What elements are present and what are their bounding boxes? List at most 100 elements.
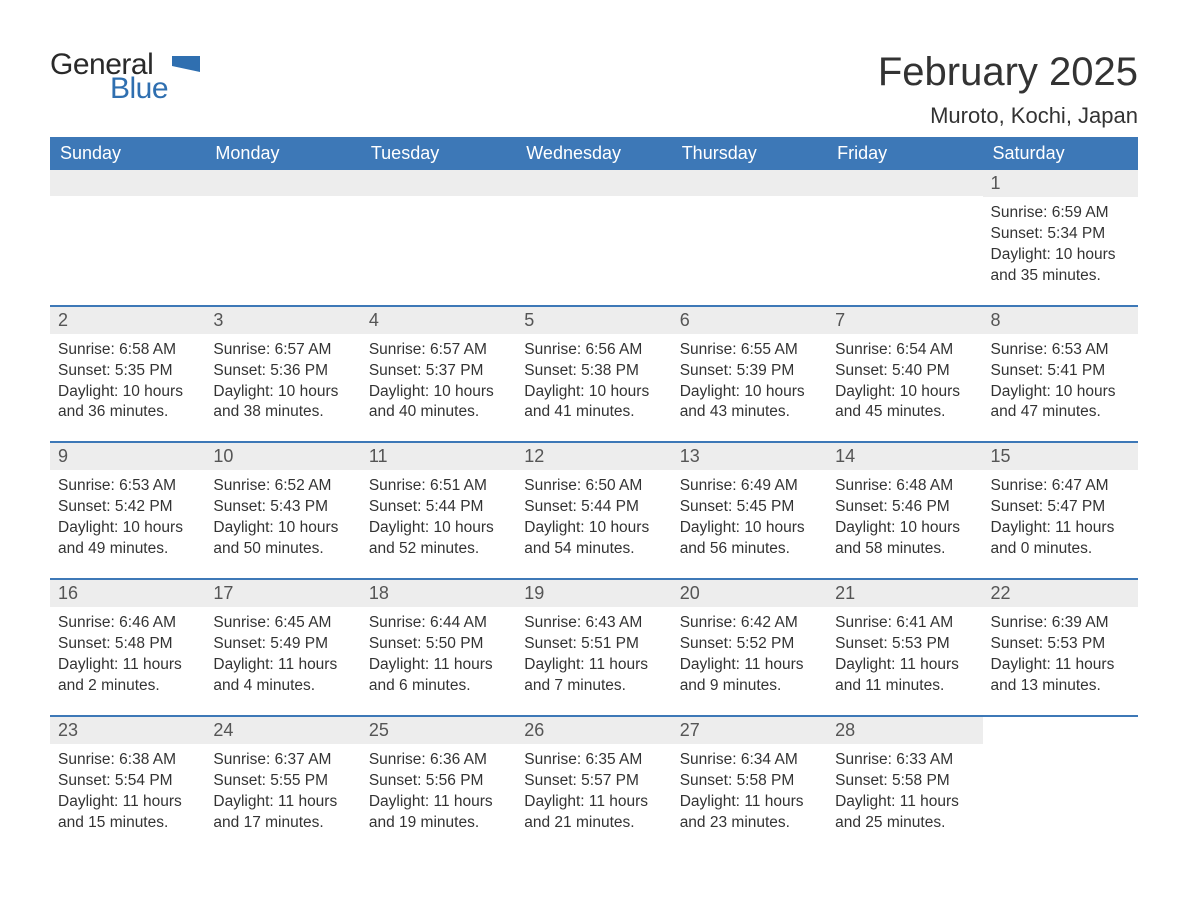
day-number: 10 — [213, 446, 233, 466]
daylight-label: Daylight: — [58, 656, 123, 673]
day-detail: Sunrise: 6:33 AMSunset: 5:58 PMDaylight:… — [835, 750, 974, 834]
day-cell — [983, 716, 1138, 852]
sunset-label: Sunset: — [680, 635, 737, 652]
sunrise-label: Sunrise: — [58, 751, 119, 768]
sunset-label: Sunset: — [991, 362, 1048, 379]
sunrise-line: Sunrise: 6:57 AM — [369, 340, 508, 361]
sunset-line: Sunset: 5:51 PM — [524, 634, 663, 655]
daylight-label: Daylight: — [58, 383, 123, 400]
daylight-line: Daylight: 10 hours and 54 minutes. — [524, 518, 663, 560]
day-cell: 14Sunrise: 6:48 AMSunset: 5:46 PMDayligh… — [827, 442, 982, 579]
daylight-label: Daylight: — [991, 519, 1056, 536]
sunrise-value: 6:45 AM — [275, 614, 332, 631]
sunrise-label: Sunrise: — [58, 341, 119, 358]
sunset-line: Sunset: 5:57 PM — [524, 771, 663, 792]
day-cell: 27Sunrise: 6:34 AMSunset: 5:58 PMDayligh… — [672, 716, 827, 852]
sunrise-value: 6:59 AM — [1052, 204, 1109, 221]
day-number-row: 14 — [827, 443, 982, 470]
sunrise-label: Sunrise: — [680, 614, 741, 631]
day-cell: 13Sunrise: 6:49 AMSunset: 5:45 PMDayligh… — [672, 442, 827, 579]
daylight-line: Daylight: 10 hours and 47 minutes. — [991, 382, 1130, 424]
sunset-value: 5:58 PM — [737, 772, 795, 789]
sunrise-line: Sunrise: 6:39 AM — [991, 613, 1130, 634]
daylight-label: Daylight: — [680, 519, 745, 536]
day-cell: 25Sunrise: 6:36 AMSunset: 5:56 PMDayligh… — [361, 716, 516, 852]
sunset-value: 5:40 PM — [892, 362, 950, 379]
sunrise-label: Sunrise: — [835, 477, 896, 494]
sunset-line: Sunset: 5:34 PM — [991, 224, 1130, 245]
day-number: 8 — [991, 310, 1001, 330]
sunset-line: Sunset: 5:56 PM — [369, 771, 508, 792]
sunrise-label: Sunrise: — [991, 341, 1052, 358]
day-detail: Sunrise: 6:52 AMSunset: 5:43 PMDaylight:… — [213, 476, 352, 560]
sunset-value: 5:38 PM — [581, 362, 639, 379]
day-cell: 19Sunrise: 6:43 AMSunset: 5:51 PMDayligh… — [516, 579, 671, 716]
sunrise-value: 6:53 AM — [1052, 341, 1109, 358]
day-detail: Sunrise: 6:42 AMSunset: 5:52 PMDaylight:… — [680, 613, 819, 697]
sunset-line: Sunset: 5:35 PM — [58, 361, 197, 382]
sunrise-line: Sunrise: 6:46 AM — [58, 613, 197, 634]
day-cell — [827, 170, 982, 306]
empty-day-number-row — [361, 170, 516, 196]
day-number: 18 — [369, 583, 389, 603]
title-block: February 2025 Muroto, Kochi, Japan — [878, 50, 1138, 129]
day-number-row: 20 — [672, 580, 827, 607]
sunset-label: Sunset: — [524, 362, 581, 379]
sunset-value: 5:56 PM — [426, 772, 484, 789]
sunrise-line: Sunrise: 6:57 AM — [213, 340, 352, 361]
day-detail: Sunrise: 6:34 AMSunset: 5:58 PMDaylight:… — [680, 750, 819, 834]
sunset-line: Sunset: 5:36 PM — [213, 361, 352, 382]
sunrise-value: 6:41 AM — [896, 614, 953, 631]
sunset-value: 5:47 PM — [1047, 498, 1105, 515]
sunrise-value: 6:38 AM — [119, 751, 176, 768]
sunrise-line: Sunrise: 6:34 AM — [680, 750, 819, 771]
day-number: 22 — [991, 583, 1011, 603]
day-cell — [361, 170, 516, 306]
day-detail: Sunrise: 6:47 AMSunset: 5:47 PMDaylight:… — [991, 476, 1130, 560]
sunrise-line: Sunrise: 6:54 AM — [835, 340, 974, 361]
empty-day-number-row — [205, 170, 360, 196]
sunset-value: 5:50 PM — [426, 635, 484, 652]
daylight-line: Daylight: 11 hours and 19 minutes. — [369, 792, 508, 834]
sunset-line: Sunset: 5:37 PM — [369, 361, 508, 382]
day-number-row: 9 — [50, 443, 205, 470]
day-number-row: 11 — [361, 443, 516, 470]
sunrise-value: 6:58 AM — [119, 341, 176, 358]
day-detail: Sunrise: 6:49 AMSunset: 5:45 PMDaylight:… — [680, 476, 819, 560]
sunrise-value: 6:57 AM — [430, 341, 487, 358]
day-cell: 5Sunrise: 6:56 AMSunset: 5:38 PMDaylight… — [516, 306, 671, 443]
daylight-label: Daylight: — [680, 656, 745, 673]
sunrise-line: Sunrise: 6:45 AM — [213, 613, 352, 634]
sunset-value: 5:46 PM — [892, 498, 950, 515]
sunset-label: Sunset: — [369, 498, 426, 515]
daylight-label: Daylight: — [213, 519, 278, 536]
daylight-line: Daylight: 11 hours and 11 minutes. — [835, 655, 974, 697]
daylight-line: Daylight: 10 hours and 36 minutes. — [58, 382, 197, 424]
sunset-value: 5:58 PM — [892, 772, 950, 789]
week-row: 23Sunrise: 6:38 AMSunset: 5:54 PMDayligh… — [50, 716, 1138, 852]
day-number: 5 — [524, 310, 534, 330]
day-number-row: 5 — [516, 307, 671, 334]
sunset-label: Sunset: — [524, 498, 581, 515]
daylight-line: Daylight: 10 hours and 56 minutes. — [680, 518, 819, 560]
sunrise-label: Sunrise: — [524, 477, 585, 494]
day-number: 28 — [835, 720, 855, 740]
daylight-line: Daylight: 10 hours and 38 minutes. — [213, 382, 352, 424]
day-detail: Sunrise: 6:59 AMSunset: 5:34 PMDaylight:… — [991, 203, 1130, 287]
sunrise-line: Sunrise: 6:53 AM — [991, 340, 1130, 361]
page-header: General Blue February 2025 Muroto, Kochi… — [50, 50, 1138, 129]
sunset-line: Sunset: 5:50 PM — [369, 634, 508, 655]
day-detail: Sunrise: 6:55 AMSunset: 5:39 PMDaylight:… — [680, 340, 819, 424]
daylight-label: Daylight: — [369, 793, 434, 810]
day-cell: 20 Sunrise: 6:42 AMSunset: 5:52 PMDayligh… — [672, 579, 827, 716]
sunrise-label: Sunrise: — [213, 751, 274, 768]
sunrise-line: Sunrise: 6:59 AM — [991, 203, 1130, 224]
daylight-line: Daylight: 11 hours and 4 minutes. — [213, 655, 352, 697]
day-detail: Sunrise: 6:50 AMSunset: 5:44 PMDaylight:… — [524, 476, 663, 560]
sunset-line: Sunset: 5:53 PM — [991, 634, 1130, 655]
day-number: 26 — [524, 720, 544, 740]
sunset-label: Sunset: — [213, 362, 270, 379]
sunrise-value: 6:47 AM — [1052, 477, 1109, 494]
sunset-line: Sunset: 5:46 PM — [835, 497, 974, 518]
daylight-line: Daylight: 11 hours and 7 minutes. — [524, 655, 663, 697]
